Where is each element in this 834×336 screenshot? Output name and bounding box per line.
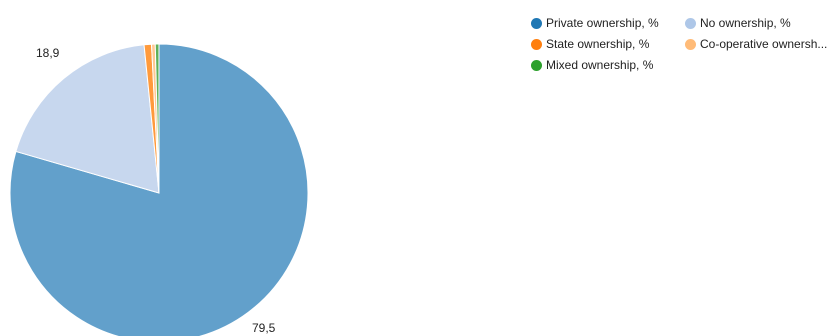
legend-label-private: Private ownership, % [546,16,659,30]
data-label-private: 79,5 [252,321,276,335]
legend-item-state[interactable]: State ownership, % [531,37,649,51]
legend-label-mixed: Mixed ownership, % [546,58,654,72]
legend-label-state: State ownership, % [546,37,650,51]
pie-slice-none[interactable] [15,44,160,194]
legend-swatch-none [685,17,696,29]
legend-swatch-mixed [531,59,542,71]
legend-label-none: No ownership, % [700,16,791,30]
pie-slice-private[interactable] [9,43,309,336]
legend-item-none[interactable]: No ownership, % [685,16,791,30]
legend-swatch-private [531,17,542,29]
legend-item-private[interactable]: Private ownership, % [531,16,659,30]
legend-swatch-cooperative [685,38,696,50]
legend-item-mixed[interactable]: Mixed ownership, % [531,58,653,72]
data-label-none: 18,9 [36,46,60,60]
pie-slice-mixed[interactable] [154,43,160,194]
legend-item-cooperative[interactable]: Co-operative ownersh... [685,37,827,51]
legend-swatch-state [531,38,542,50]
legend-label-cooperative: Co-operative ownersh... [700,37,828,51]
